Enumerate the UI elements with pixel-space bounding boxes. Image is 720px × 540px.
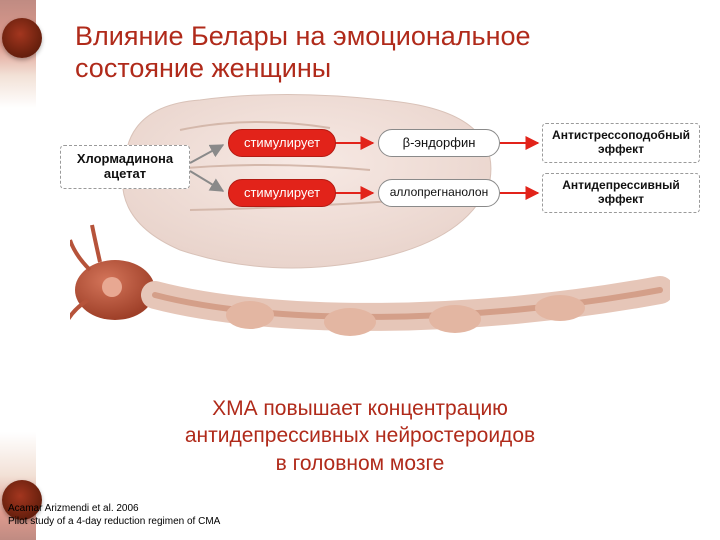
node-anti2-label: Антидепрессивныйэффект	[562, 179, 680, 207]
node-source-label: Хлормадинонаацетат	[77, 152, 173, 182]
node-stimulate-2: стимулирует	[228, 179, 336, 207]
title-line1: Влияние Белары на эмоциональное	[75, 21, 531, 51]
node-endorphin: β-эндорфин	[378, 129, 500, 157]
subtitle-line3: в головном мозге	[276, 452, 445, 475]
node-endo-label: β-эндорфин	[403, 136, 476, 151]
node-source: Хлормадинонаацетат	[60, 145, 190, 189]
citation-line2: Pilot study of a 4-day reduction regimen…	[8, 516, 220, 527]
slide-subtitle: ХМА повышает концентрацию антидепрессивн…	[0, 395, 720, 477]
node-allopreg: аллопрегнанолон	[378, 179, 500, 207]
citation: Acamar Arizmendi et al. 2006 Pilot study…	[8, 503, 220, 528]
node-antistress: Антистрессоподобныйэффект	[542, 123, 700, 163]
slide-title: Влияние Белары на эмоциональное состояни…	[75, 20, 531, 85]
node-stim2-label: стимулирует	[244, 186, 320, 201]
subtitle-line1: ХМА повышает концентрацию	[212, 397, 508, 420]
ribbon-knot-top	[2, 18, 42, 58]
slide: Влияние Белары на эмоциональное состояни…	[0, 0, 720, 540]
node-allo-label: аллопрегнанолон	[390, 186, 488, 200]
node-anti1-label: Антистрессоподобныйэффект	[552, 129, 690, 157]
subtitle-line2: антидепрессивных нейростероидов	[185, 424, 535, 447]
node-stim1-label: стимулирует	[244, 136, 320, 151]
citation-line1: Acamar Arizmendi et al. 2006	[8, 503, 139, 514]
title-line2: состояние женщины	[75, 53, 331, 83]
node-stimulate-1: стимулирует	[228, 129, 336, 157]
node-antidepress: Антидепрессивныйэффект	[542, 173, 700, 213]
